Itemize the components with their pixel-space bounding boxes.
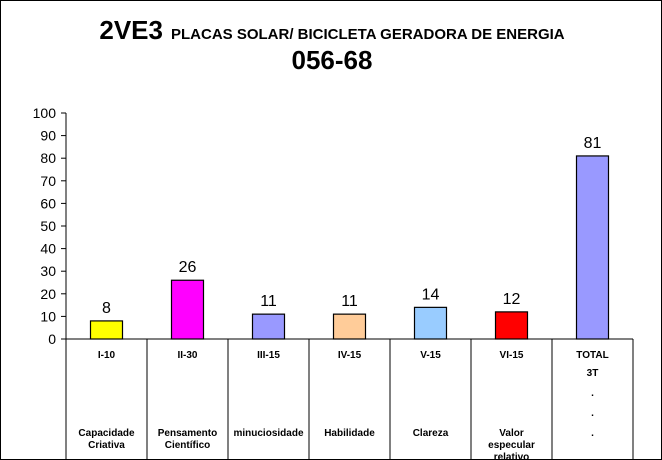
- y-tick-label: 100: [33, 105, 57, 121]
- category-label: IV-15: [338, 350, 362, 361]
- y-tick-label: 20: [40, 286, 56, 302]
- y-tick-label: 40: [40, 241, 56, 257]
- y-tick-label: 0: [48, 331, 56, 347]
- category-description: especular: [488, 440, 535, 451]
- category-label: V-15: [420, 350, 441, 361]
- chart-title: 2VE3 PLACAS SOLAR/ BICICLETA GERADORA DE …: [1, 15, 661, 46]
- total-extra-label: .: [591, 408, 594, 419]
- total-extra-label: .: [591, 388, 594, 399]
- category-label: VI-15: [500, 350, 524, 361]
- data-label: 12: [503, 291, 521, 308]
- y-tick-label: 70: [40, 173, 56, 189]
- category-label: I-10: [98, 350, 116, 361]
- bar: [413, 306, 448, 340]
- y-tick-label: 30: [40, 263, 56, 279]
- y-tick-label: 10: [40, 308, 56, 324]
- category-description: Pensamento: [158, 428, 217, 439]
- category-label: TOTAL: [576, 350, 608, 361]
- category-description: Valor: [499, 428, 524, 439]
- bar: [170, 279, 205, 340]
- y-tick-label: 50: [40, 218, 56, 234]
- bar: [251, 313, 286, 340]
- data-label: 8: [102, 300, 111, 317]
- total-extra-label: 3T: [587, 368, 599, 379]
- category-label: II-30: [177, 350, 197, 361]
- category-description: Criativa: [88, 440, 125, 451]
- data-label: 26: [179, 259, 197, 276]
- bar: [89, 320, 124, 340]
- data-label: 81: [584, 135, 602, 152]
- y-tick-label: 60: [40, 195, 56, 211]
- y-tick-label: 80: [40, 150, 56, 166]
- category-description: Científico: [165, 440, 211, 451]
- chart-code: 056-68: [291, 45, 373, 75]
- category-description: Capacidade: [78, 428, 135, 439]
- category-description: minuciosidade: [233, 428, 303, 439]
- chart-subtitle: PLACAS SOLAR/ BICICLETA GERADORA DE ENER…: [170, 26, 565, 43]
- total-extra-label: .: [591, 428, 594, 439]
- data-label: 11: [260, 293, 277, 310]
- category-description: Clareza: [413, 428, 449, 439]
- data-label: 11: [341, 293, 358, 310]
- y-tick-label: 90: [40, 128, 56, 144]
- chart-title-main: 2VE3: [99, 15, 163, 45]
- data-label: 14: [422, 286, 440, 303]
- category-description: Habilidade: [324, 428, 375, 439]
- bar: [332, 313, 367, 340]
- category-description: relativo: [494, 452, 530, 460]
- bar: [575, 155, 610, 340]
- bar: [494, 311, 529, 340]
- category-label: III-15: [257, 350, 280, 361]
